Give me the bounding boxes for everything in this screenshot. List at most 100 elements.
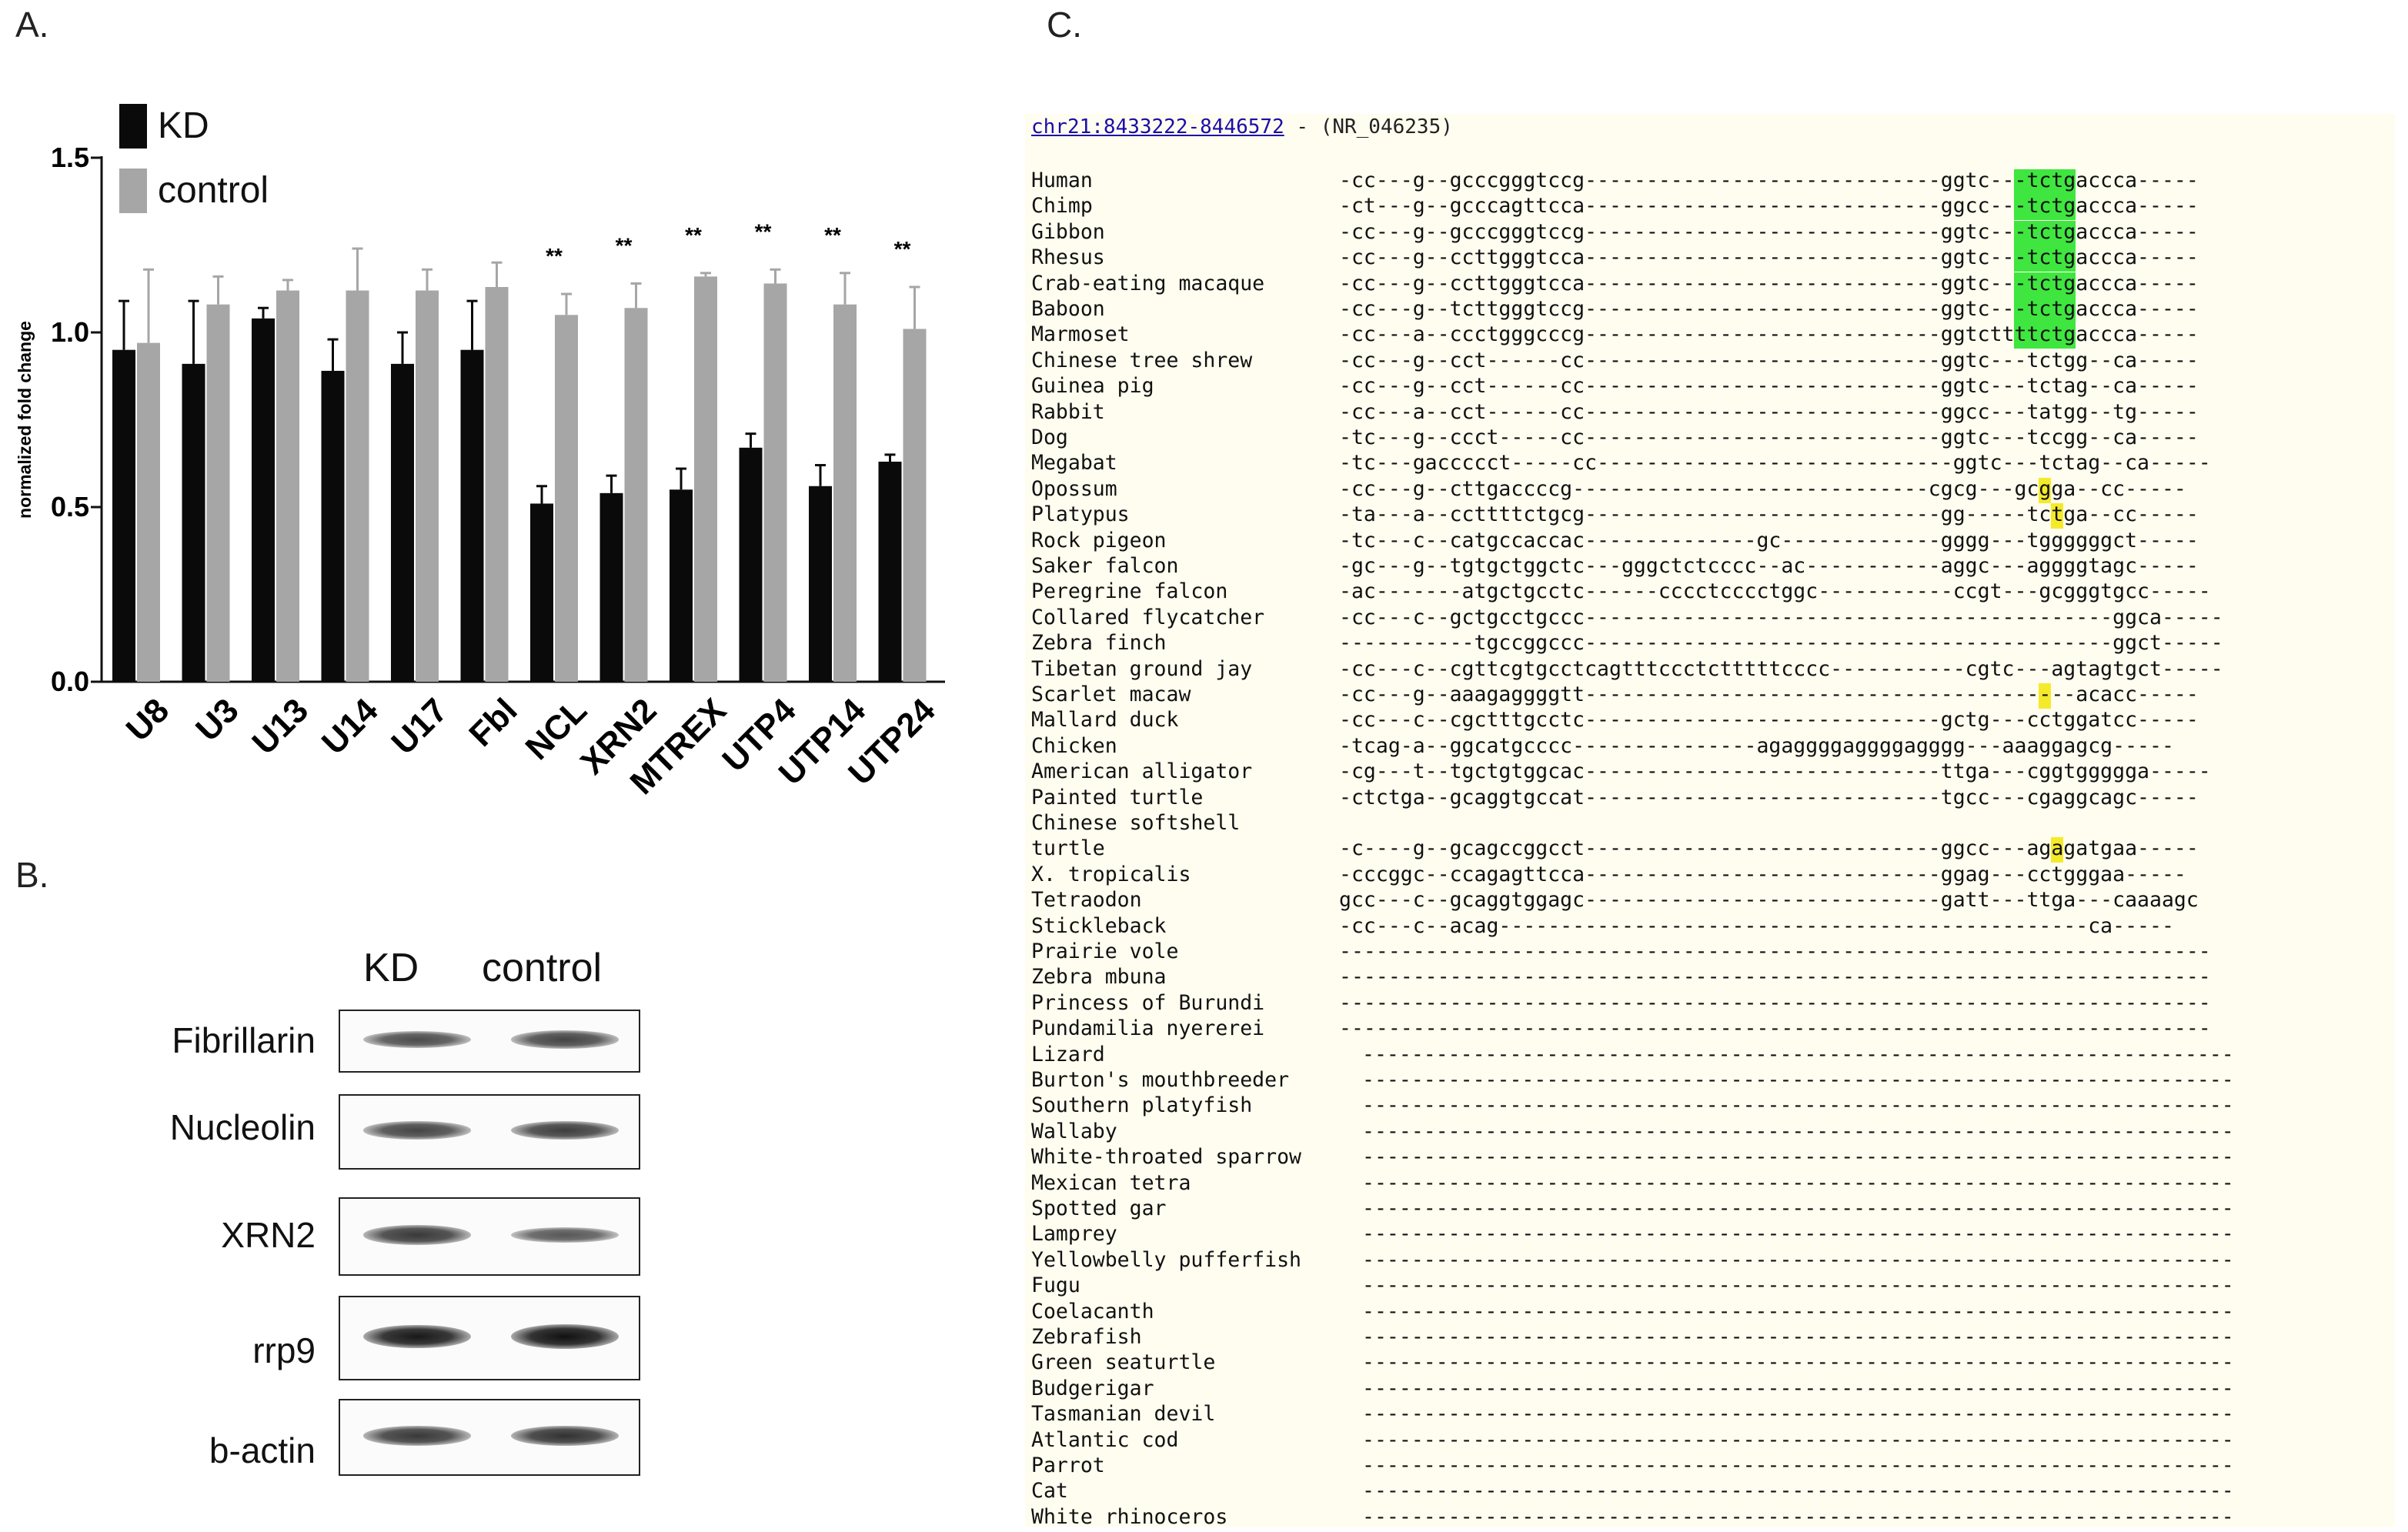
sequence-row: ----------------------------------------… (1362, 1093, 2234, 1118)
alignment-header: chr21:8433222-8446572 - (NR_046235) (1031, 115, 1453, 139)
species-name: Coelacanth (1031, 1299, 1154, 1323)
species-name: Yellowbelly pufferfish (1031, 1247, 1301, 1272)
sequence-row: ----------------------------------------… (1362, 1427, 2234, 1452)
sequence-row: -cc---g--cct------cc--------------------… (1339, 348, 2199, 372)
species-name: Lamprey (1031, 1222, 1117, 1247)
wb-band-control (511, 1030, 619, 1049)
wb-blot-fibrillarin (339, 1010, 640, 1073)
bar-control-u13 (276, 290, 299, 682)
wb-band-kd (363, 1426, 471, 1446)
locus-link[interactable]: chr21:8433222-8446572 (1031, 115, 1284, 139)
sequence-row: -cc---g--cttgaccccg---------------------… (1339, 476, 2186, 501)
wb-blot-b-actin (339, 1399, 640, 1476)
bar-control-utp14 (833, 304, 857, 682)
species-name: Budgerigar (1031, 1376, 1154, 1400)
sequence-row: -cc---a--ccctgggcccg--------------------… (1339, 322, 2199, 347)
species-name: Atlantic cod (1031, 1427, 1179, 1452)
species-name: American alligator (1031, 759, 1253, 784)
species-name: Wallaby (1031, 1119, 1117, 1143)
sequence-row: ----------------------------------------… (1362, 1119, 2234, 1143)
bar-control-u3 (206, 304, 230, 682)
species-name: Stickleback (1031, 913, 1167, 938)
significance-marker: ** (755, 219, 772, 243)
bar-control-u17 (416, 290, 439, 682)
species-name: Princess of Burundi (1031, 990, 1265, 1015)
y-tick-label: 0.0 (51, 666, 89, 697)
species-name: Human (1031, 169, 1093, 192)
sequence-row: ----------------------------------------… (1362, 1068, 2234, 1092)
wb-band-kd (363, 1030, 471, 1049)
sequence-row: ----------------------------------------… (1339, 990, 2211, 1015)
bar-kd-utp14 (809, 486, 832, 682)
sequence-row: ----------------------------------------… (1362, 1479, 2234, 1504)
bar-control-utp24 (903, 329, 927, 682)
highlight-yellow (2039, 683, 2052, 709)
x-tick-label: Fbl (462, 691, 524, 753)
chart-legend: KD control (119, 104, 269, 213)
bar-kd-fbl (460, 349, 484, 682)
sequence-row: -tc---g--ccct-----cc--------------------… (1339, 426, 2199, 449)
y-axis-label: normalized fold change (15, 321, 35, 519)
species-name: Lizard (1031, 1042, 1105, 1066)
sequence-row: ----------------------------------------… (1362, 1350, 2234, 1375)
bar-kd-mtrex (670, 489, 693, 682)
species-name: Opossum (1031, 476, 1117, 501)
highlight-green (2014, 298, 2076, 323)
panel-c-letter: C. (1047, 5, 1082, 45)
highlight-yellow (2051, 503, 2064, 529)
bar-control-xrn2 (624, 308, 648, 682)
sequence-row: -----------tgccggccc--------------------… (1339, 631, 2223, 656)
sequence-row: ----------------------------------------… (1362, 1222, 2234, 1247)
x-tick-label: U13 (245, 691, 316, 762)
highlight-yellow (2051, 837, 2064, 863)
species-name: Chicken (1031, 733, 1117, 758)
wb-label-nucleolin: Nucleolin (169, 1107, 316, 1147)
chart-bars (112, 247, 927, 683)
bar-control-ncl (555, 315, 578, 682)
sequence-row: -cc---g--gcccgggtccg--------------------… (1339, 219, 2199, 244)
sequence-row: ----------------------------------------… (1362, 1042, 2234, 1066)
y-tick-label: 1.5 (51, 142, 89, 173)
chart-axes (91, 156, 945, 683)
wb-label-fibrillarin: Fibrillarin (172, 1020, 316, 1060)
sequence-row: ----------------------------------------… (1362, 1170, 2234, 1195)
bar-kd-u13 (252, 318, 275, 682)
sequence-row: -cg---t--tgctgtggcac--------------------… (1339, 759, 2211, 784)
wb-band-control (511, 1425, 619, 1447)
sequence-row: ----------------------------------------… (1362, 1299, 2234, 1323)
bar-control-fbl (485, 286, 509, 683)
sequence-row: -cc---a--cct------cc--------------------… (1339, 399, 2199, 424)
wb-blot-xrn2 (339, 1197, 640, 1276)
sequence-row: -cc---c--gctgcctgccc--------------------… (1339, 605, 2223, 629)
x-tick-label: U17 (384, 691, 455, 762)
y-tick-label: 0.5 (51, 491, 89, 522)
sequence-row: ----------------------------------------… (1362, 1247, 2234, 1272)
species-name: Gibbon (1031, 219, 1105, 244)
species-name: Rock pigeon (1031, 528, 1167, 552)
significance-marker: ** (824, 223, 841, 247)
wb-label-b-actin: b-actin (209, 1430, 316, 1470)
legend-swatch-kd (119, 104, 147, 149)
species-name: Scarlet macaw (1031, 683, 1191, 706)
sequence-row: -tc---c--catgccaccac--------------gc----… (1339, 528, 2199, 552)
highlight-green (2014, 220, 2076, 246)
sequence-row: -cc---g--gcccgggtccg--------------------… (1339, 169, 2199, 192)
highlight-green (2014, 272, 2076, 298)
significance-marker: ** (616, 233, 633, 257)
species-name: Zebrafish (1031, 1325, 1142, 1349)
x-tick-label: U3 (189, 691, 245, 748)
highlight-green (2014, 169, 2076, 195)
wb-band-control (511, 1324, 619, 1349)
species-name: Green seaturtle (1031, 1350, 1216, 1375)
species-name: Peregrine falcon (1031, 579, 1228, 604)
highlight-green (2014, 246, 2076, 272)
species-name: Dog (1031, 426, 1068, 449)
sequence-row: -tc---gaccccct-----cc-------------------… (1339, 451, 2211, 476)
significance-marker: ** (685, 223, 702, 247)
species-name: Guinea pig (1031, 374, 1154, 399)
bar-control-mtrex (694, 276, 717, 682)
sequence-row: -cc---c--cgttcgtgcctcagtttccctctttttcccc… (1339, 656, 2223, 681)
species-name: Marmoset (1031, 322, 1130, 347)
sequence-row: -tcag-a--ggcatgcccc---------------agaggg… (1339, 733, 2174, 758)
